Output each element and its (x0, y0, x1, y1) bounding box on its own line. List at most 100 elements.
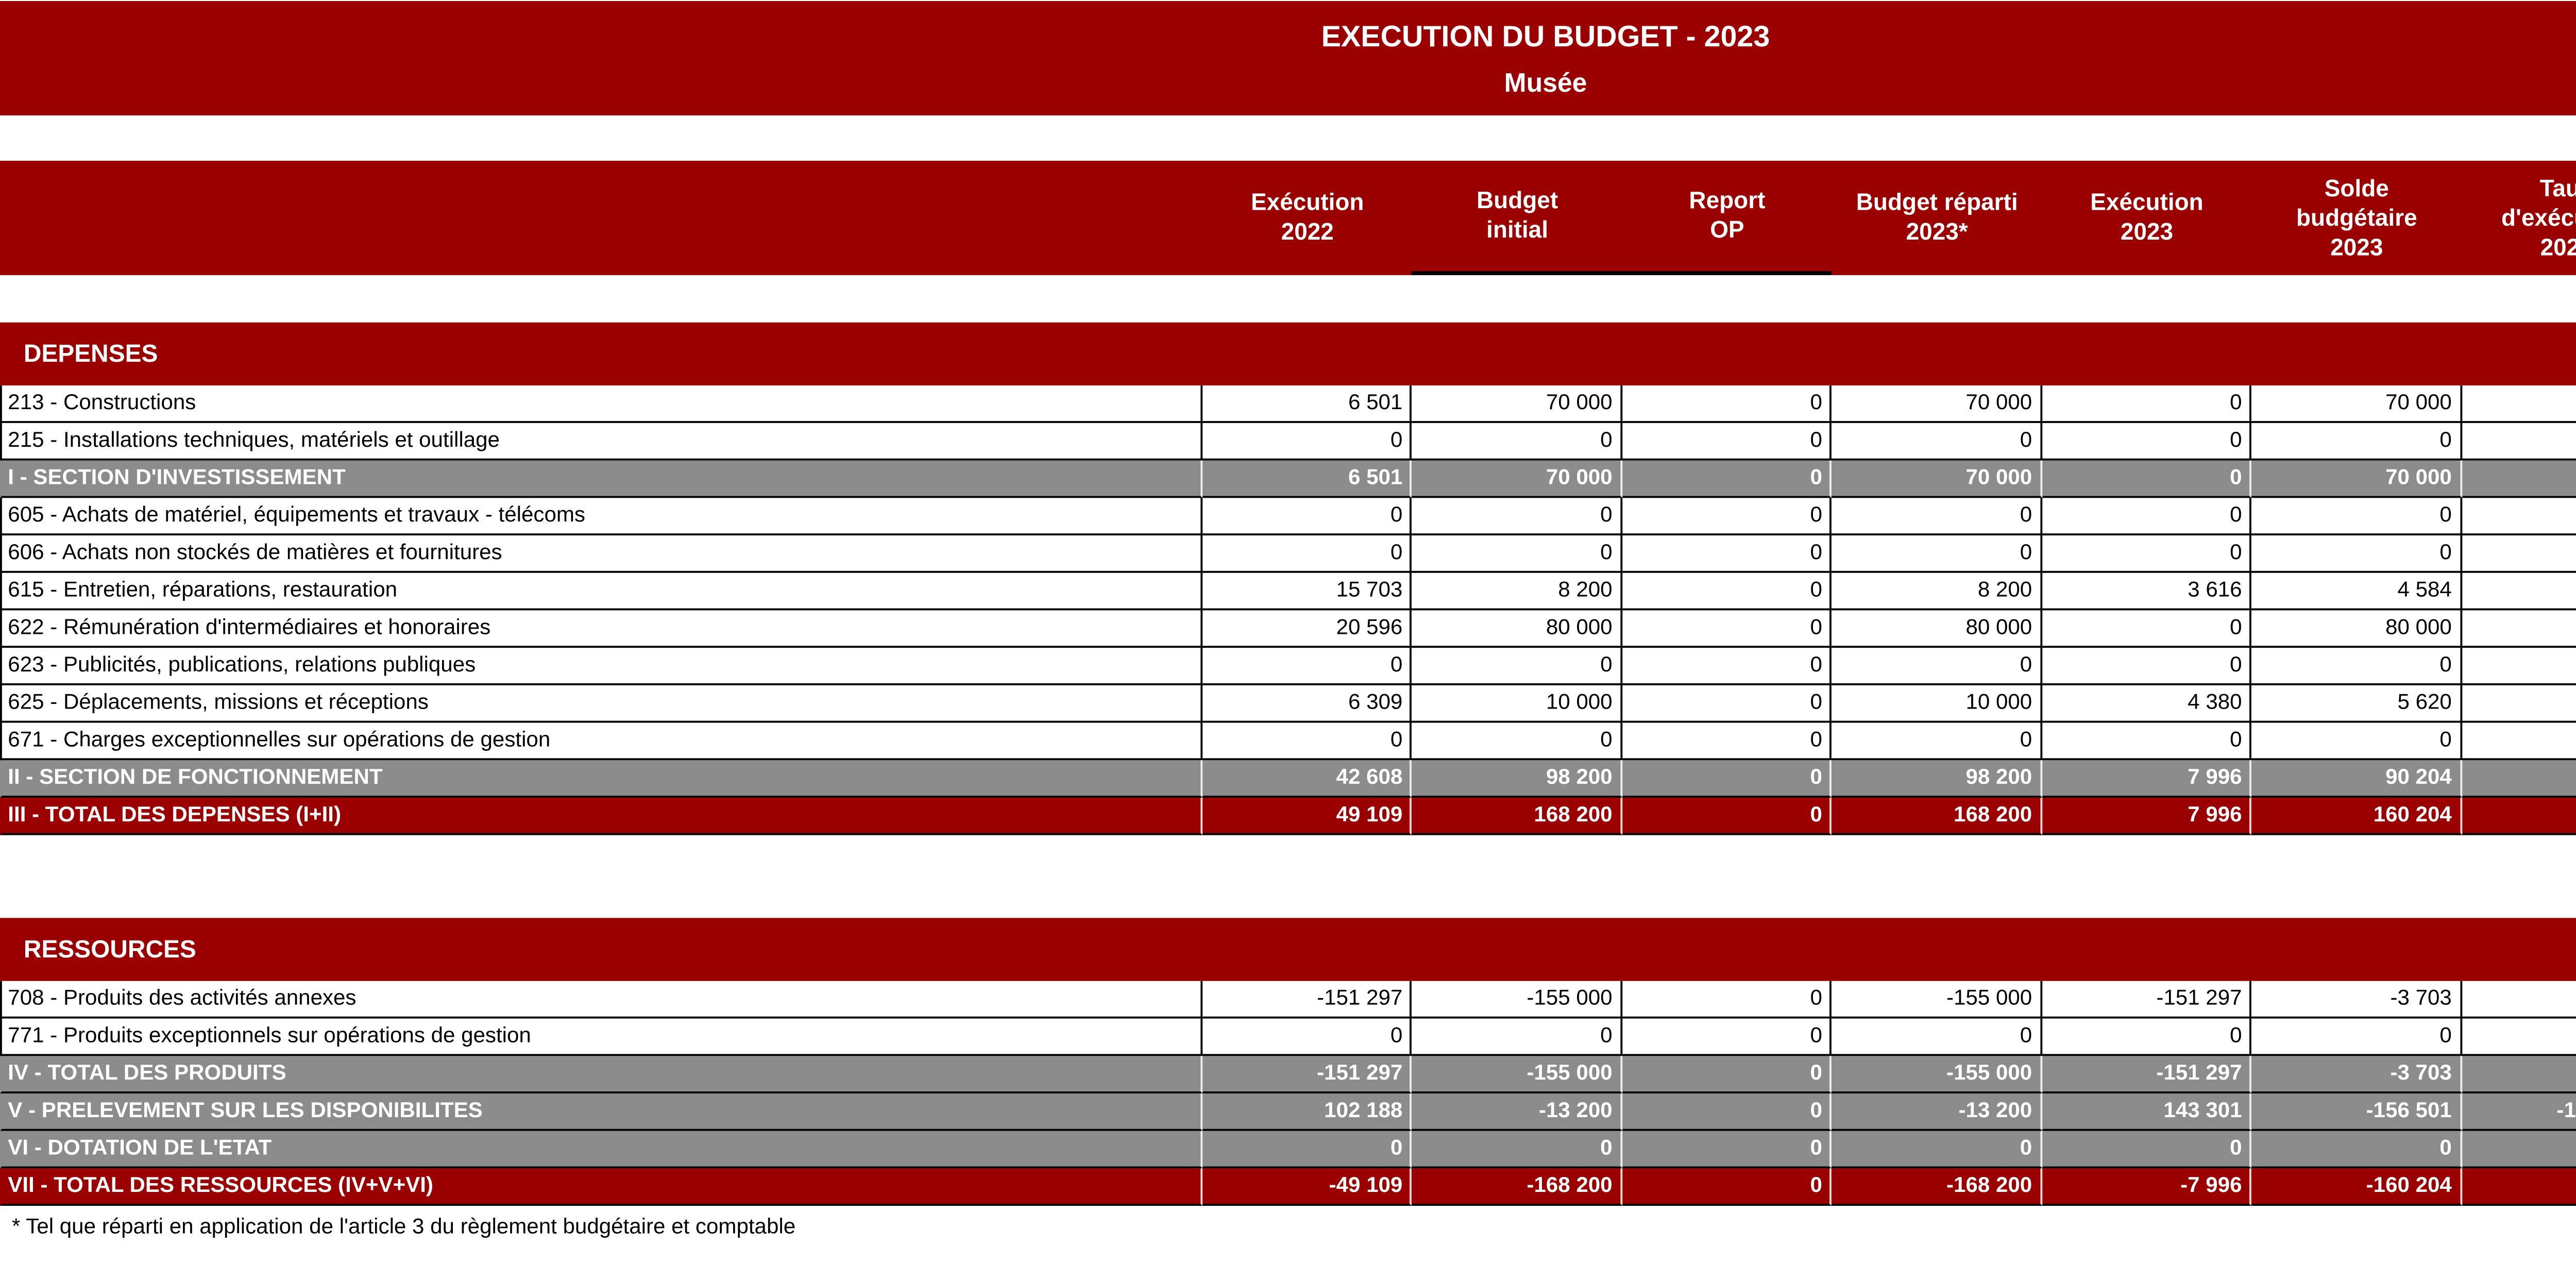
value-cell: 102 188 (1202, 1093, 1413, 1131)
value-cell: 0 (1202, 498, 1413, 535)
table-row: 625 - Déplacements, missions et réceptio… (0, 685, 2576, 723)
table-section: RESSOURCES 708 - Produits des activités a… (0, 918, 2576, 1206)
value-cell: 0 (2042, 423, 2252, 461)
value-cell: 0 (1412, 1131, 1622, 1169)
value-cell: 0 (1202, 1018, 1413, 1056)
value-cell: 0 (1832, 423, 2042, 461)
value-cell: 7 996 (2042, 760, 2252, 798)
value-cell: -160 204 (2251, 1168, 2462, 1206)
value-cell: 0 (1412, 1018, 1622, 1056)
row-label: 615 - Entretien, réparations, restaurati… (0, 573, 1203, 611)
value-cell: 0 (2042, 1131, 2252, 1169)
row-label: V - PRELEVEMENT SUR LES DISPONIBILITES (0, 1093, 1203, 1131)
value-cell: 42 608 (1202, 760, 1413, 798)
value-cell: 0 (1202, 423, 1413, 461)
value-cell: 143 301 (2042, 1093, 2252, 1131)
value-cell: 0 (1202, 648, 1413, 685)
value-cell: 70 000 (1832, 460, 2042, 498)
value-cell: 70 000 (1832, 385, 2042, 423)
value-cell: 0 (1622, 1168, 1833, 1206)
value-cell: 0,00% (2461, 722, 2576, 761)
value-cell: 6 501 (1202, 385, 1413, 423)
value-cell: 0 (2042, 610, 2252, 648)
value-cell: 0 (1202, 722, 1413, 761)
column-header: Exécution 2022 (1251, 188, 1364, 246)
table-row: 708 - Produits des activités annexes -151… (0, 981, 2576, 1019)
value-cell: 0 (1832, 648, 2042, 685)
value-cell: 49 109 (1202, 797, 1413, 835)
value-cell: 8 200 (1832, 573, 2042, 611)
value-cell: -151 297 (1202, 1056, 1413, 1093)
value-cell: 0 (1622, 1131, 1833, 1169)
value-cell: 0 (1622, 648, 1833, 685)
column-header: Budget réparti 2023* (1856, 188, 2018, 246)
value-cell: 80 000 (2251, 610, 2462, 648)
value-cell: 0 (1412, 722, 1622, 761)
column-header: Exécution 2023 (2090, 188, 2204, 246)
value-cell: 0 (1622, 1056, 1833, 1093)
value-cell: 0 (1622, 423, 1833, 461)
row-label: 708 - Produits des activités annexes (0, 981, 1203, 1019)
column-header: Budget initial (1412, 161, 1622, 275)
value-cell: 98 200 (1412, 760, 1622, 798)
value-cell: 97,61% (2461, 1056, 2576, 1093)
value-cell: 4 380 (2042, 685, 2252, 723)
value-cell: 0 (1202, 535, 1413, 573)
value-cell: 0,00% (2461, 498, 2576, 535)
table-row: 771 - Produits exceptionnels sur opérati… (0, 1018, 2576, 1056)
row-label: 606 - Achats non stockés de matières et … (0, 535, 1203, 573)
value-cell: 0 (2251, 498, 2462, 535)
value-cell: 0 (2251, 1131, 2462, 1169)
value-cell: 0 (1622, 685, 1833, 723)
table-row: 605 - Achats de matériel, équipements et… (0, 498, 2576, 535)
value-cell: 0 (1412, 498, 1622, 535)
value-cell: -156 501 (2251, 1093, 2462, 1131)
row-label: 622 - Rémunération d'intermédiaires et h… (0, 610, 1203, 648)
value-cell: 168 200 (1832, 797, 2042, 835)
row-label: VI - DOTATION DE L'ETAT (0, 1131, 1203, 1169)
value-cell: 0 (1622, 981, 1833, 1019)
value-cell: 0 (2251, 1018, 2462, 1056)
value-cell: 8 200 (1412, 573, 1622, 611)
value-cell: 0,00% (2461, 648, 2576, 685)
value-cell: 0 (2251, 423, 2462, 461)
value-cell: 70 000 (2251, 460, 2462, 498)
value-cell: 70 000 (1412, 460, 1622, 498)
page-title: EXECUTION DU BUDGET - 2023 (1321, 20, 1770, 54)
value-cell: -49 109 (1202, 1168, 1413, 1206)
value-cell: 0 (1622, 535, 1833, 573)
value-cell: 20 596 (1202, 610, 1413, 648)
row-label: 771 - Produits exceptionnels sur opérati… (0, 1018, 1203, 1056)
value-cell: 4,75% (2461, 1168, 2576, 1206)
column-header-band: Exécution 2022 Budget initial Report OP Bud… (0, 160, 2576, 275)
value-cell: 0 (1832, 1131, 2042, 1169)
row-label: VII - TOTAL DES RESSOURCES (IV+V+VI) (0, 1168, 1203, 1206)
value-cell: 0,00% (2461, 423, 2576, 461)
page-subtitle: Musée (1504, 67, 1587, 97)
value-cell: 0 (1832, 535, 2042, 573)
value-cell: 0 (2251, 722, 2462, 761)
value-cell: 0 (1622, 385, 1833, 423)
value-cell: 0 (2042, 460, 2252, 498)
row-label: III - TOTAL DES DEPENSES (I+II) (0, 797, 1203, 835)
value-cell: 80 000 (1412, 610, 1622, 648)
table-row: 213 - Constructions 6 501 70 000 0 70 000 0 70… (0, 385, 2576, 423)
value-cell: 0 (1622, 760, 1833, 798)
row-label: II - SECTION DE FONCTIONNEMENT (0, 760, 1203, 798)
value-cell: -7 996 (2042, 1168, 2252, 1206)
row-label: IV - TOTAL DES PRODUITS (0, 1056, 1203, 1093)
value-cell: -3 703 (2251, 1056, 2462, 1093)
row-label: 671 - Charges exceptionnelles sur opérat… (0, 722, 1203, 761)
value-cell: 7 996 (2042, 797, 2252, 835)
label-column-spacer (0, 161, 1202, 275)
table-row: 215 - Installations techniques, matériel… (0, 423, 2576, 461)
value-cell: 70 000 (1412, 385, 1622, 423)
table-row: 606 - Achats non stockés de matières et … (0, 535, 2576, 573)
value-cell: 0 (1412, 535, 1622, 573)
value-cell: -151 297 (2042, 981, 2252, 1019)
value-cell: 0 (2251, 648, 2462, 685)
value-cell: -13 200 (1412, 1093, 1622, 1131)
value-cell: 0,00% (2461, 610, 2576, 648)
value-cell: 43,80% (2461, 685, 2576, 723)
value-cell: 5 620 (2251, 685, 2462, 723)
